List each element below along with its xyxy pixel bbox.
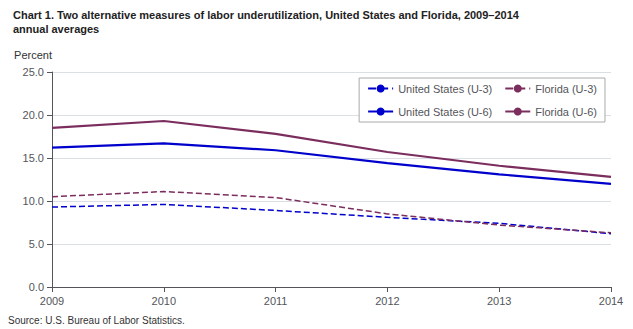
svg-text:20.0: 20.0: [23, 109, 44, 121]
svg-text:2014: 2014: [599, 295, 623, 307]
svg-text:10.0: 10.0: [23, 195, 44, 207]
svg-text:Percent: Percent: [14, 49, 52, 61]
svg-text:5.0: 5.0: [29, 238, 44, 250]
svg-text:2009: 2009: [40, 295, 64, 307]
svg-text:25.0: 25.0: [23, 66, 44, 78]
svg-text:Chart 1. Two alternative measu: Chart 1. Two alternative measures of lab…: [13, 9, 520, 21]
svg-text:Florida (U-3): Florida (U-3): [535, 83, 597, 95]
svg-text:0.0: 0.0: [29, 281, 44, 293]
svg-text:Florida (U-6): Florida (U-6): [535, 106, 597, 118]
svg-text:15.0: 15.0: [23, 152, 44, 164]
svg-text:2010: 2010: [152, 295, 176, 307]
svg-text:2011: 2011: [264, 295, 288, 307]
svg-text:United States (U-6): United States (U-6): [398, 106, 492, 118]
svg-text:United States (U-3): United States (U-3): [398, 83, 492, 95]
svg-text:annual averages: annual averages: [13, 23, 99, 35]
svg-text:Source: U.S. Bureau of Labor S: Source: U.S. Bureau of Labor Statistics.: [8, 315, 185, 326]
svg-text:2013: 2013: [487, 295, 511, 307]
svg-text:2012: 2012: [375, 295, 399, 307]
